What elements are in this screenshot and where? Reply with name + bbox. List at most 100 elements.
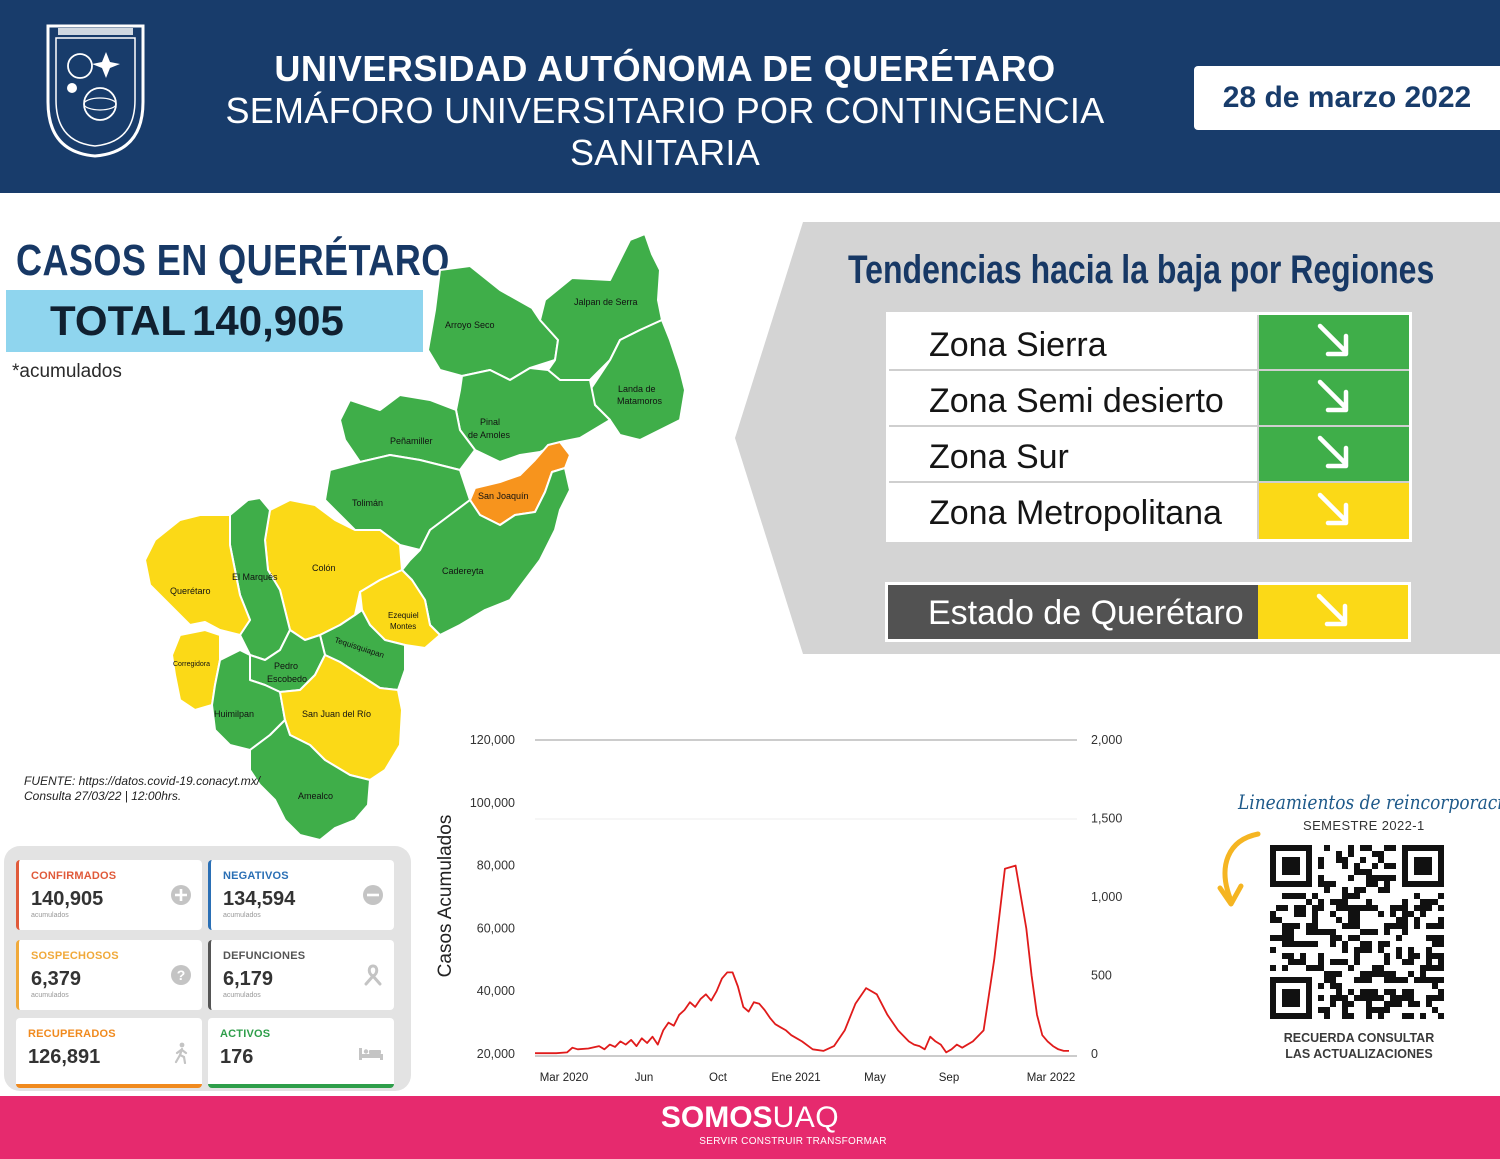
- stat-sublabel: acumulados: [223, 992, 261, 999]
- municipio-pinal: [455, 367, 611, 463]
- qr-module: [1372, 971, 1378, 977]
- qr-module: [1402, 899, 1408, 905]
- qr-module: [1354, 869, 1360, 875]
- qr-module: [1318, 983, 1324, 989]
- qr-module: [1378, 947, 1384, 953]
- qr-module: [1366, 929, 1372, 935]
- qr-module: [1348, 875, 1354, 881]
- qr-module: [1414, 893, 1420, 899]
- qr-module: [1312, 941, 1318, 947]
- qr-module: [1366, 1001, 1372, 1007]
- qr-module: [1372, 905, 1378, 911]
- trends-title: Tendencias hacia la baja por Regiones: [848, 248, 1435, 292]
- qr-module: [1360, 947, 1366, 953]
- source-url-line: FUENTE: https://datos.covid-19.conacyt.m…: [24, 774, 261, 788]
- qr-module: [1324, 977, 1330, 983]
- qr-code[interactable]: [1270, 845, 1444, 1019]
- qr-module: [1432, 941, 1438, 947]
- qr-module: [1402, 959, 1408, 965]
- qr-module: [1342, 1001, 1348, 1007]
- qr-module: [1318, 875, 1324, 881]
- qr-module: [1318, 881, 1324, 887]
- qr-module: [1378, 887, 1384, 893]
- stat-label: NEGATIVOS: [223, 870, 289, 882]
- qr-module: [1342, 959, 1348, 965]
- qr-module: [1390, 977, 1396, 983]
- label-corregidora: Corregidora: [173, 661, 210, 668]
- qr-module: [1402, 1013, 1408, 1019]
- guidelines-title: Lineamientos de reincorporación: [1238, 790, 1500, 814]
- qr-module: [1390, 989, 1396, 995]
- qr-module: [1360, 929, 1366, 935]
- qr-module: [1360, 995, 1366, 1001]
- label-queretaro: Querétaro: [170, 586, 211, 596]
- qr-module: [1420, 899, 1426, 905]
- qr-module: [1396, 953, 1402, 959]
- qr-module: [1300, 905, 1306, 911]
- qr-module: [1402, 977, 1408, 983]
- qr-module: [1372, 863, 1378, 869]
- qr-module: [1354, 923, 1360, 929]
- label-san-joaquin: San Joaquín: [478, 491, 529, 501]
- y-axis-title: Casos Acumulados: [435, 815, 456, 978]
- qr-module: [1336, 899, 1342, 905]
- trend-down-arrow-icon: [1257, 371, 1409, 425]
- somos-uaq-logo: SOMOSUAQ: [0, 1101, 1500, 1135]
- label-jalpan: Jalpan de Serra: [574, 297, 638, 307]
- qr-module: [1378, 857, 1384, 863]
- qr-module: [1360, 941, 1366, 947]
- qr-module: [1420, 1013, 1426, 1019]
- queretaro-municipalities-map: Arroyo Seco Jalpan de Serra Landa de Mat…: [144, 233, 686, 841]
- qr-module: [1318, 965, 1324, 971]
- qr-module: [1384, 863, 1390, 869]
- qr-module: [1384, 929, 1390, 935]
- qr-module: [1348, 917, 1354, 923]
- qr-module: [1408, 995, 1414, 1001]
- qr-module: [1408, 971, 1414, 977]
- qr-module: [1396, 905, 1402, 911]
- qr-module: [1426, 923, 1432, 929]
- stat-card-confirmados: CONFIRMADOS 140,905 acumulados: [16, 860, 202, 930]
- x-tick-label: Ene 2021: [771, 1072, 820, 1084]
- qr-module: [1366, 875, 1372, 881]
- qr-module: [1432, 995, 1438, 1001]
- qr-module: [1336, 905, 1342, 911]
- qr-module: [1342, 863, 1348, 869]
- qr-module: [1438, 953, 1444, 959]
- qr-module: [1402, 989, 1408, 995]
- semester-label: SEMESTRE 2022-1: [1303, 818, 1425, 833]
- qr-module: [1312, 893, 1318, 899]
- qr-module: [1342, 1007, 1348, 1013]
- qr-module: [1312, 923, 1318, 929]
- zone-row: Zona Sierra: [889, 315, 1409, 371]
- qr-module: [1348, 893, 1354, 899]
- qr-module: [1378, 941, 1384, 947]
- label-pinal-1: Pinal: [480, 417, 500, 427]
- qr-module: [1294, 905, 1300, 911]
- qr-module: [1438, 1013, 1444, 1019]
- qr-finder-inner: [1282, 989, 1300, 1007]
- qr-module: [1384, 875, 1390, 881]
- label-huimilpan: Huimilpan: [214, 709, 254, 719]
- qr-module: [1294, 893, 1300, 899]
- qr-module: [1426, 953, 1432, 959]
- label-pedro-2: Escobedo: [267, 674, 307, 684]
- qr-module: [1366, 905, 1372, 911]
- qr-module: [1390, 911, 1396, 917]
- qr-module: [1342, 905, 1348, 911]
- qr-module: [1324, 845, 1330, 851]
- qr-module: [1396, 995, 1402, 1001]
- qr-module: [1432, 923, 1438, 929]
- qr-module: [1372, 929, 1378, 935]
- qr-module: [1366, 995, 1372, 1001]
- zone-row: Zona Metropolitana: [889, 483, 1409, 539]
- qr-module: [1366, 869, 1372, 875]
- qr-module: [1438, 923, 1444, 929]
- qr-module: [1420, 911, 1426, 917]
- stat-label: DEFUNCIONES: [223, 950, 306, 962]
- qr-module: [1342, 923, 1348, 929]
- qr-module: [1318, 899, 1324, 905]
- stat-label: SOSPECHOSOS: [31, 950, 119, 962]
- stat-value: 134,594: [223, 888, 296, 910]
- qr-module: [1432, 983, 1438, 989]
